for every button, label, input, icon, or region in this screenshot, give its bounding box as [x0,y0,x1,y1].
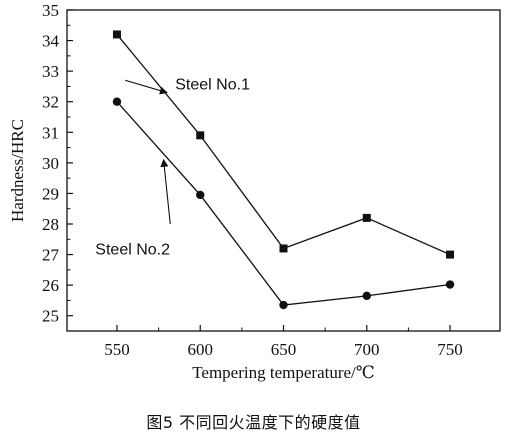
figure-caption: 图5 不同回火温度下的硬度值 [146,413,361,432]
axis-titles: Tempering temperature/℃ Hardness/HRC [8,119,375,382]
series-line-2 [116,101,451,306]
x-tick-label-700: 700 [354,340,380,359]
y-axis-title: Hardness/HRC [8,119,27,222]
series [112,30,455,310]
series-1-point-750 [446,250,455,259]
annotation-arrow-2 [160,158,171,225]
series-1-point-550 [112,30,121,39]
y-tick-label-25: 25 [42,307,59,326]
y-tick-label-35: 35 [42,1,59,20]
y-tick-label-29: 29 [42,184,59,203]
ticks: 550 600 650 700 750 25 26 27 28 29 30 31 32 33 34 35 [42,1,463,359]
y-tick-label-30: 30 [42,154,59,173]
hardness-chart: 550 600 650 700 750 25 26 27 28 29 30 31 32 33 34 35 St… [8,1,501,382]
series-2 [112,97,455,310]
plot-frame [66,9,501,332]
series-2-point-550 [112,97,122,106]
series-line-1 [116,34,451,256]
x-tick-label-600: 600 [187,340,213,359]
y-tick-label-34: 34 [42,32,60,51]
x-tick-label-550: 550 [104,340,130,359]
y-tick-label-27: 27 [42,246,60,265]
x-axis-title: Tempering temperature/℃ [192,363,375,382]
annotation-label-2: Steel No.2 [95,242,170,259]
series-1-point-600 [196,131,205,140]
series-2-point-750 [445,280,455,289]
x-tick-label-750: 750 [437,340,463,359]
axes [66,9,501,332]
y-tick-label-31: 31 [42,123,59,142]
series-2-point-700 [362,291,371,301]
annotation-label-1: Steel No.1 [175,76,250,93]
series-2-point-600 [196,190,205,200]
series-2-point-650 [279,300,288,310]
y-tick-label-26: 26 [42,276,59,295]
y-tick-label-32: 32 [42,93,59,112]
x-tick-label-650: 650 [271,340,297,359]
y-tick-label-33: 33 [42,62,59,81]
annotations: Steel No.1 Steel No.2 [95,76,250,258]
y-tick-label-28: 28 [42,215,59,234]
series-1-point-700 [362,213,371,222]
series-1-point-650 [279,244,288,253]
series-1 [112,30,455,259]
annotation-arrow-1 [125,79,168,95]
